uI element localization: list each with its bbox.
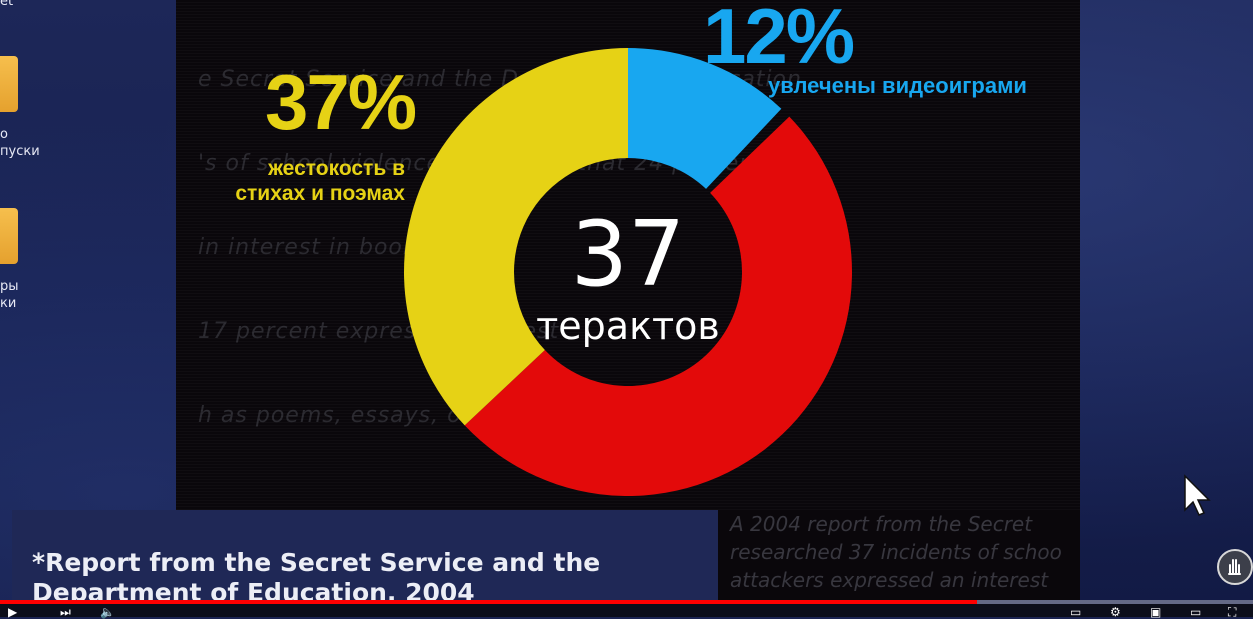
yellow-label-line: стихах и поэмах: [235, 182, 405, 205]
folder-icon[interactable]: [0, 56, 18, 112]
donut-segment-red: [464, 116, 852, 496]
yellow-label: жестокость в стихах и поэмах: [235, 156, 405, 206]
center-value: 37: [570, 202, 686, 307]
play-icon[interactable]: ▶: [8, 605, 18, 619]
desktop-icons-column: et о пуски ры ки: [0, 0, 60, 560]
folder-label[interactable]: о пуски: [0, 126, 40, 160]
theater-icon[interactable]: ▭: [1190, 605, 1202, 619]
folder-label-line: ры: [0, 279, 19, 294]
subtitles-icon[interactable]: ▭: [1070, 605, 1082, 619]
hand-icon: [1228, 559, 1241, 575]
background-text-line: h as poems, essays, or: [198, 403, 472, 428]
folder-label[interactable]: ры ки: [0, 278, 19, 312]
center-label: терактов: [536, 304, 720, 348]
background-text-line: A 2004 report from the Secret: [730, 512, 1033, 536]
background-text-line: in interest in books: [198, 235, 430, 260]
channel-logo-icon[interactable]: [1217, 549, 1253, 585]
video-progress-bar[interactable]: [0, 600, 1253, 604]
background-text-line: attackers expressed an interest: [730, 568, 1049, 592]
folder-icon[interactable]: [0, 208, 18, 264]
video-progress-fill: [0, 600, 978, 604]
blue-label: увлечены видеоиграми: [768, 73, 1027, 98]
yellow-percentage: 37%: [265, 58, 417, 146]
citation-caption: *Report from the Secret Service and the …: [12, 510, 718, 607]
donut-segment-yellow: [404, 48, 628, 426]
miniplayer-icon[interactable]: ▣: [1150, 605, 1162, 619]
citation-text: *Report from the Secret Service and the …: [32, 548, 601, 607]
settings-icon[interactable]: ⚙: [1110, 605, 1121, 619]
desktop-label-top: et: [0, 0, 14, 9]
yellow-label-line: жестокость в: [268, 157, 405, 180]
donut-segment-blue: [628, 48, 782, 189]
fullscreen-icon[interactable]: ⛶: [1228, 605, 1237, 619]
volume-icon[interactable]: 🔈: [100, 605, 115, 619]
blue-percentage: 12%: [703, 0, 855, 80]
folder-label-line: пуски: [0, 144, 40, 159]
folder-label-line: о: [0, 127, 8, 142]
background-text-line: researched 37 incidents of schoo: [730, 540, 1062, 564]
player-controls: ▶ ⏭ 🔈 ▭ ⚙ ▣ ▭ ⛶: [0, 604, 1253, 619]
mouse-cursor-icon: [1184, 474, 1211, 516]
folder-label-line: ки: [0, 296, 17, 311]
next-icon[interactable]: ⏭: [60, 605, 71, 619]
